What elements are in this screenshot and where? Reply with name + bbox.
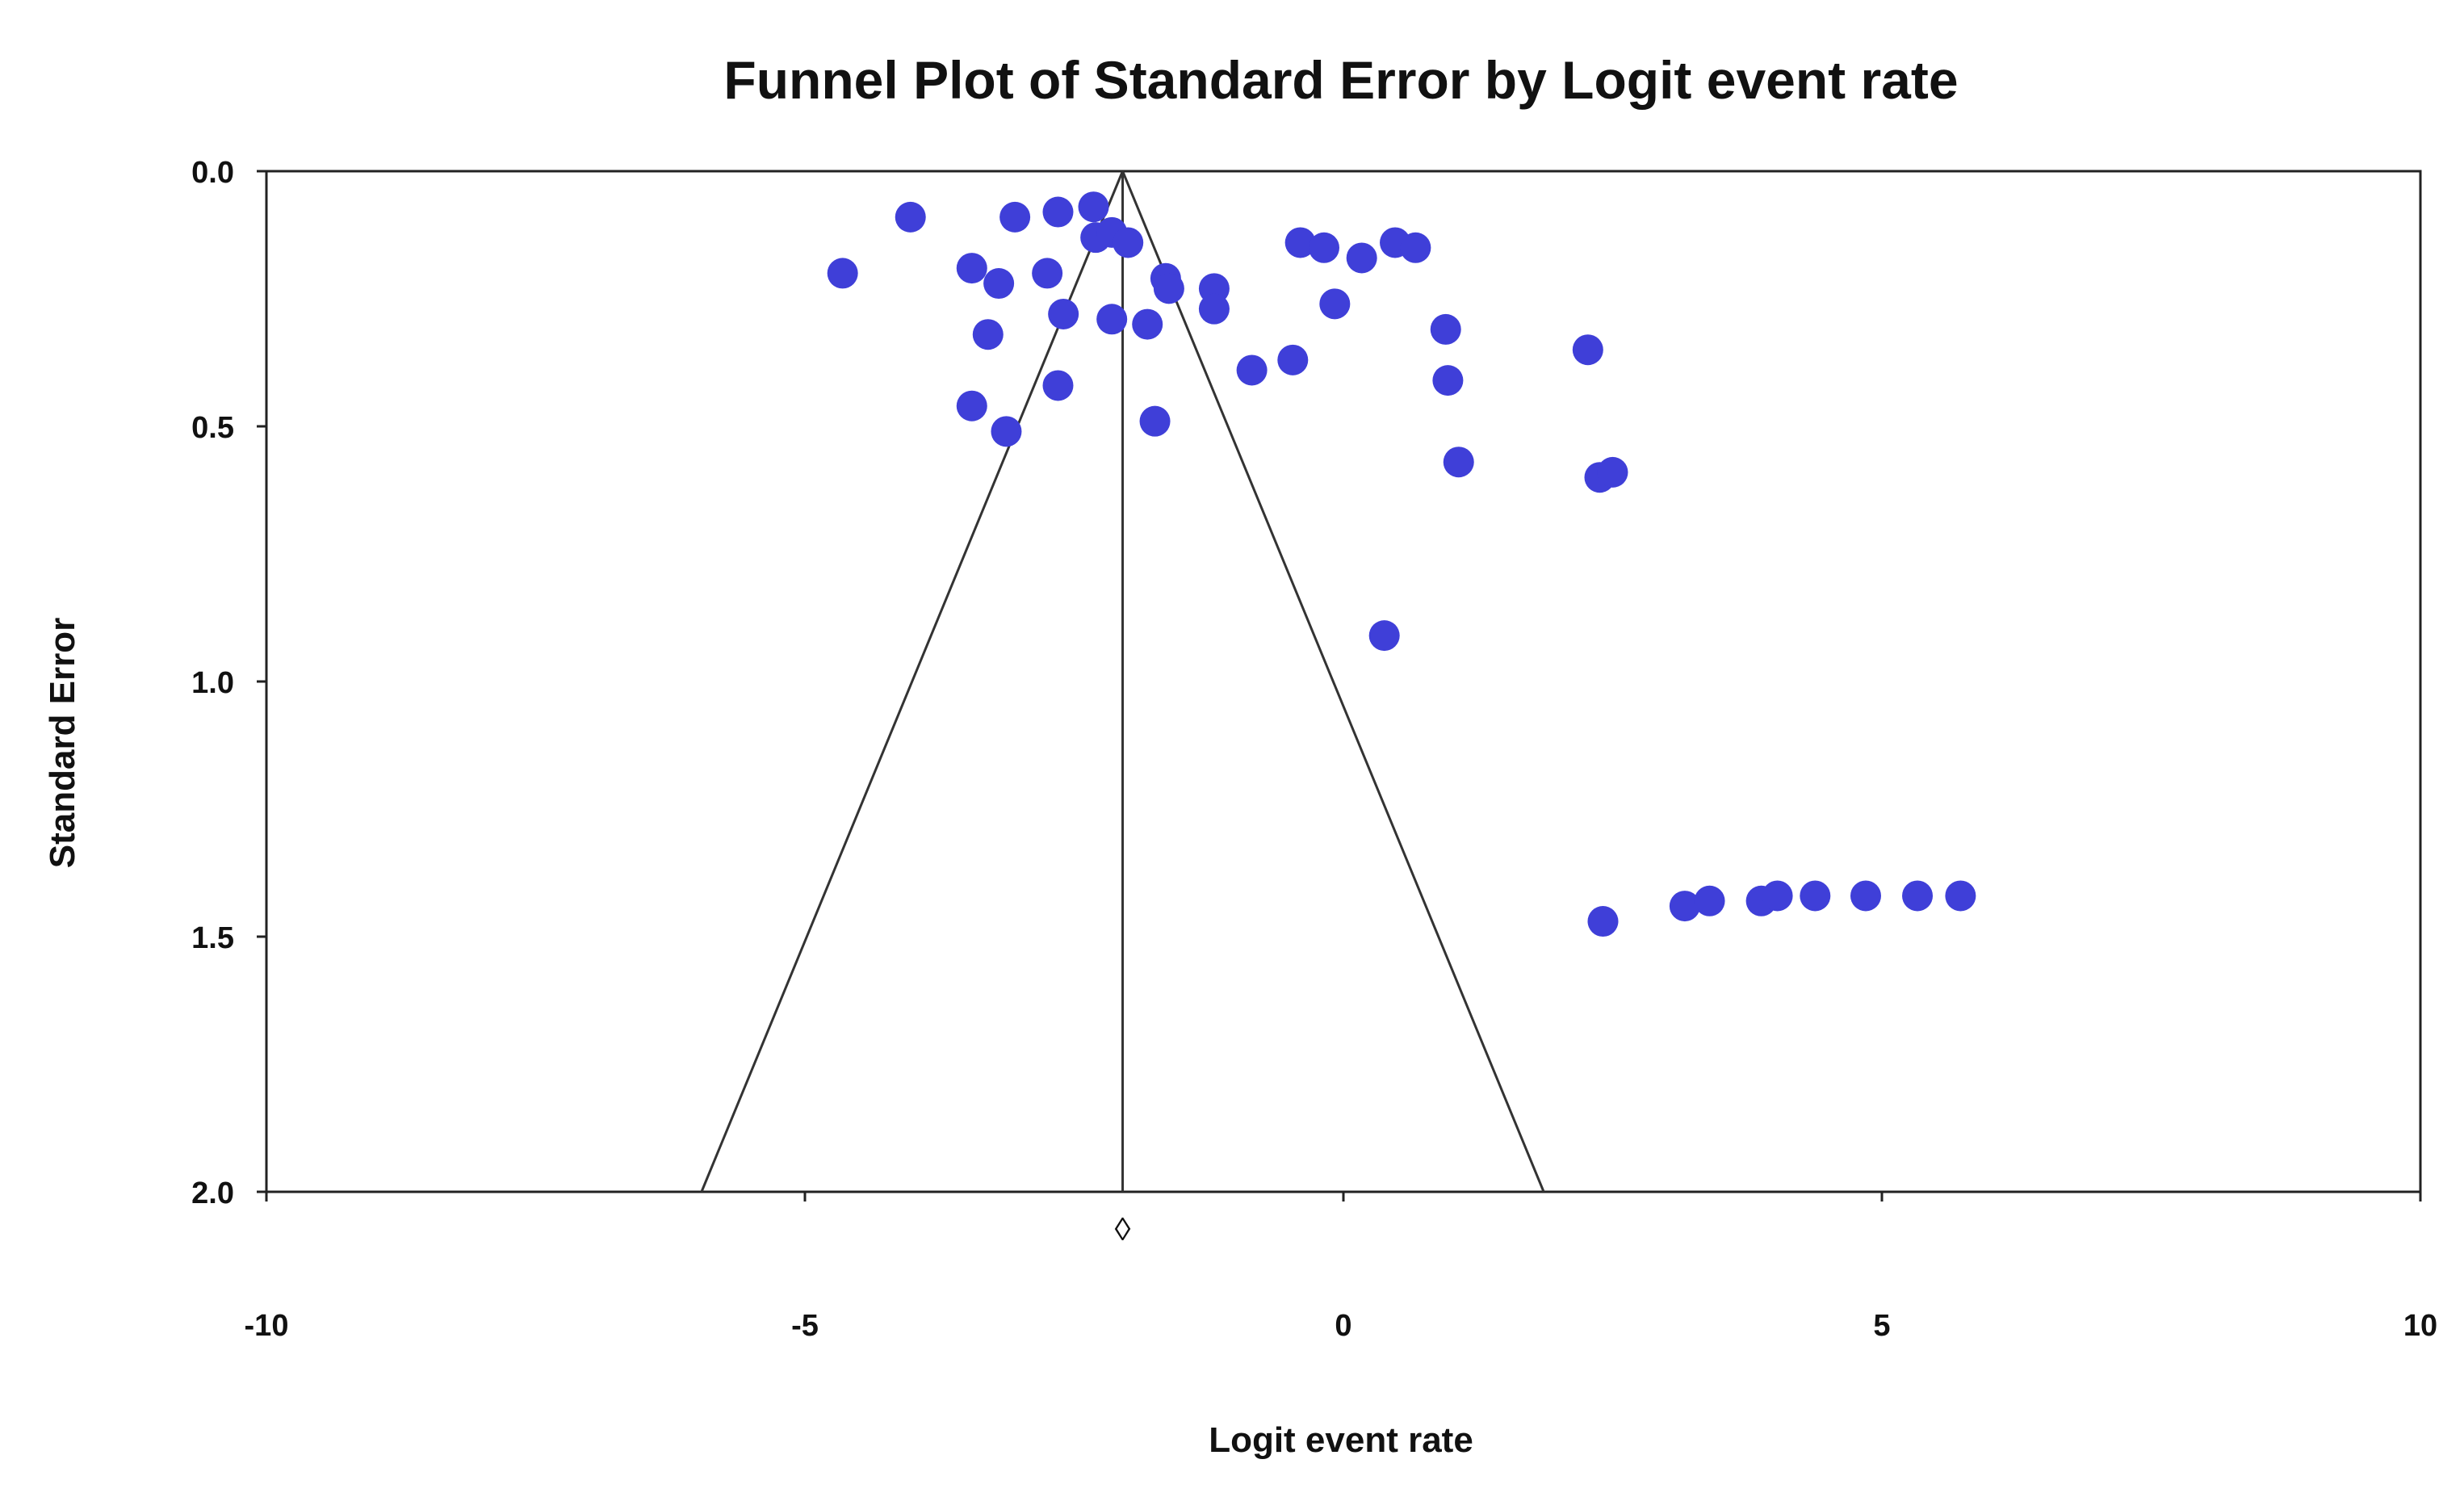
y-tick-label: 1.0	[191, 666, 234, 700]
x-axis-label: Logit event rate	[1209, 1420, 1473, 1460]
y-axis-label: Standard Error	[43, 618, 82, 869]
summary-effect-marker: ◊	[1115, 1212, 1131, 1248]
data-point	[1694, 885, 1725, 916]
data-point	[1048, 298, 1079, 329]
plot-area-frame	[265, 170, 2422, 1193]
data-point	[1368, 620, 1400, 652]
data-point	[1945, 880, 1976, 912]
data-points	[827, 191, 1976, 937]
data-point	[1346, 242, 1377, 274]
data-point	[1139, 405, 1171, 437]
data-point	[1032, 258, 1063, 289]
data-point	[1572, 334, 1603, 366]
data-point	[999, 201, 1031, 233]
data-point	[972, 319, 1004, 350]
data-point	[1078, 191, 1109, 223]
x-tick-label: -5	[791, 1309, 819, 1343]
data-point	[991, 416, 1022, 447]
data-point	[1096, 304, 1128, 335]
data-point	[1284, 227, 1316, 258]
data-point	[1432, 365, 1464, 396]
data-point	[1587, 906, 1619, 937]
data-point	[1800, 880, 1831, 912]
data-point	[1308, 232, 1339, 263]
data-point	[895, 201, 926, 233]
x-tick-label: 5	[1873, 1309, 1890, 1343]
data-point	[956, 253, 987, 284]
data-point	[1277, 344, 1309, 375]
data-point	[1198, 293, 1230, 325]
data-point	[1762, 880, 1793, 912]
funnel-lines	[700, 170, 1545, 1193]
data-point	[1430, 313, 1461, 345]
data-point	[1153, 273, 1184, 304]
x-tick-label: -10	[245, 1309, 289, 1343]
data-point	[1443, 447, 1474, 478]
funnel-left-boundary	[700, 170, 1124, 1193]
funnel-right-boundary	[1121, 170, 1545, 1193]
y-axis-ticks: 0.0 0.5 1.0 1.5 2.0	[191, 156, 266, 1210]
y-tick-label: 0.5	[191, 411, 234, 445]
data-point	[1902, 880, 1934, 912]
chart-title: Funnel Plot of Standard Error by Logit e…	[723, 50, 1958, 110]
data-point	[1669, 891, 1700, 922]
data-point	[1042, 196, 1074, 228]
y-tick-label: 2.0	[191, 1176, 234, 1210]
data-point	[1850, 880, 1881, 912]
y-tick-label: 1.5	[191, 921, 234, 955]
data-point	[1042, 370, 1074, 401]
data-point	[827, 258, 858, 289]
x-tick-label: 10	[2403, 1309, 2437, 1343]
data-point	[1113, 227, 1144, 258]
data-point	[1132, 308, 1163, 340]
x-tick-label: 0	[1335, 1309, 1351, 1343]
data-point	[956, 390, 987, 421]
y-tick-label: 0.0	[191, 156, 234, 190]
data-point	[983, 268, 1015, 300]
x-axis-ticks: -10 -5 0 5 10	[245, 1192, 2437, 1343]
data-point	[1319, 288, 1351, 320]
data-point	[1597, 456, 1628, 488]
data-point	[1236, 354, 1268, 386]
data-point	[1400, 232, 1431, 263]
